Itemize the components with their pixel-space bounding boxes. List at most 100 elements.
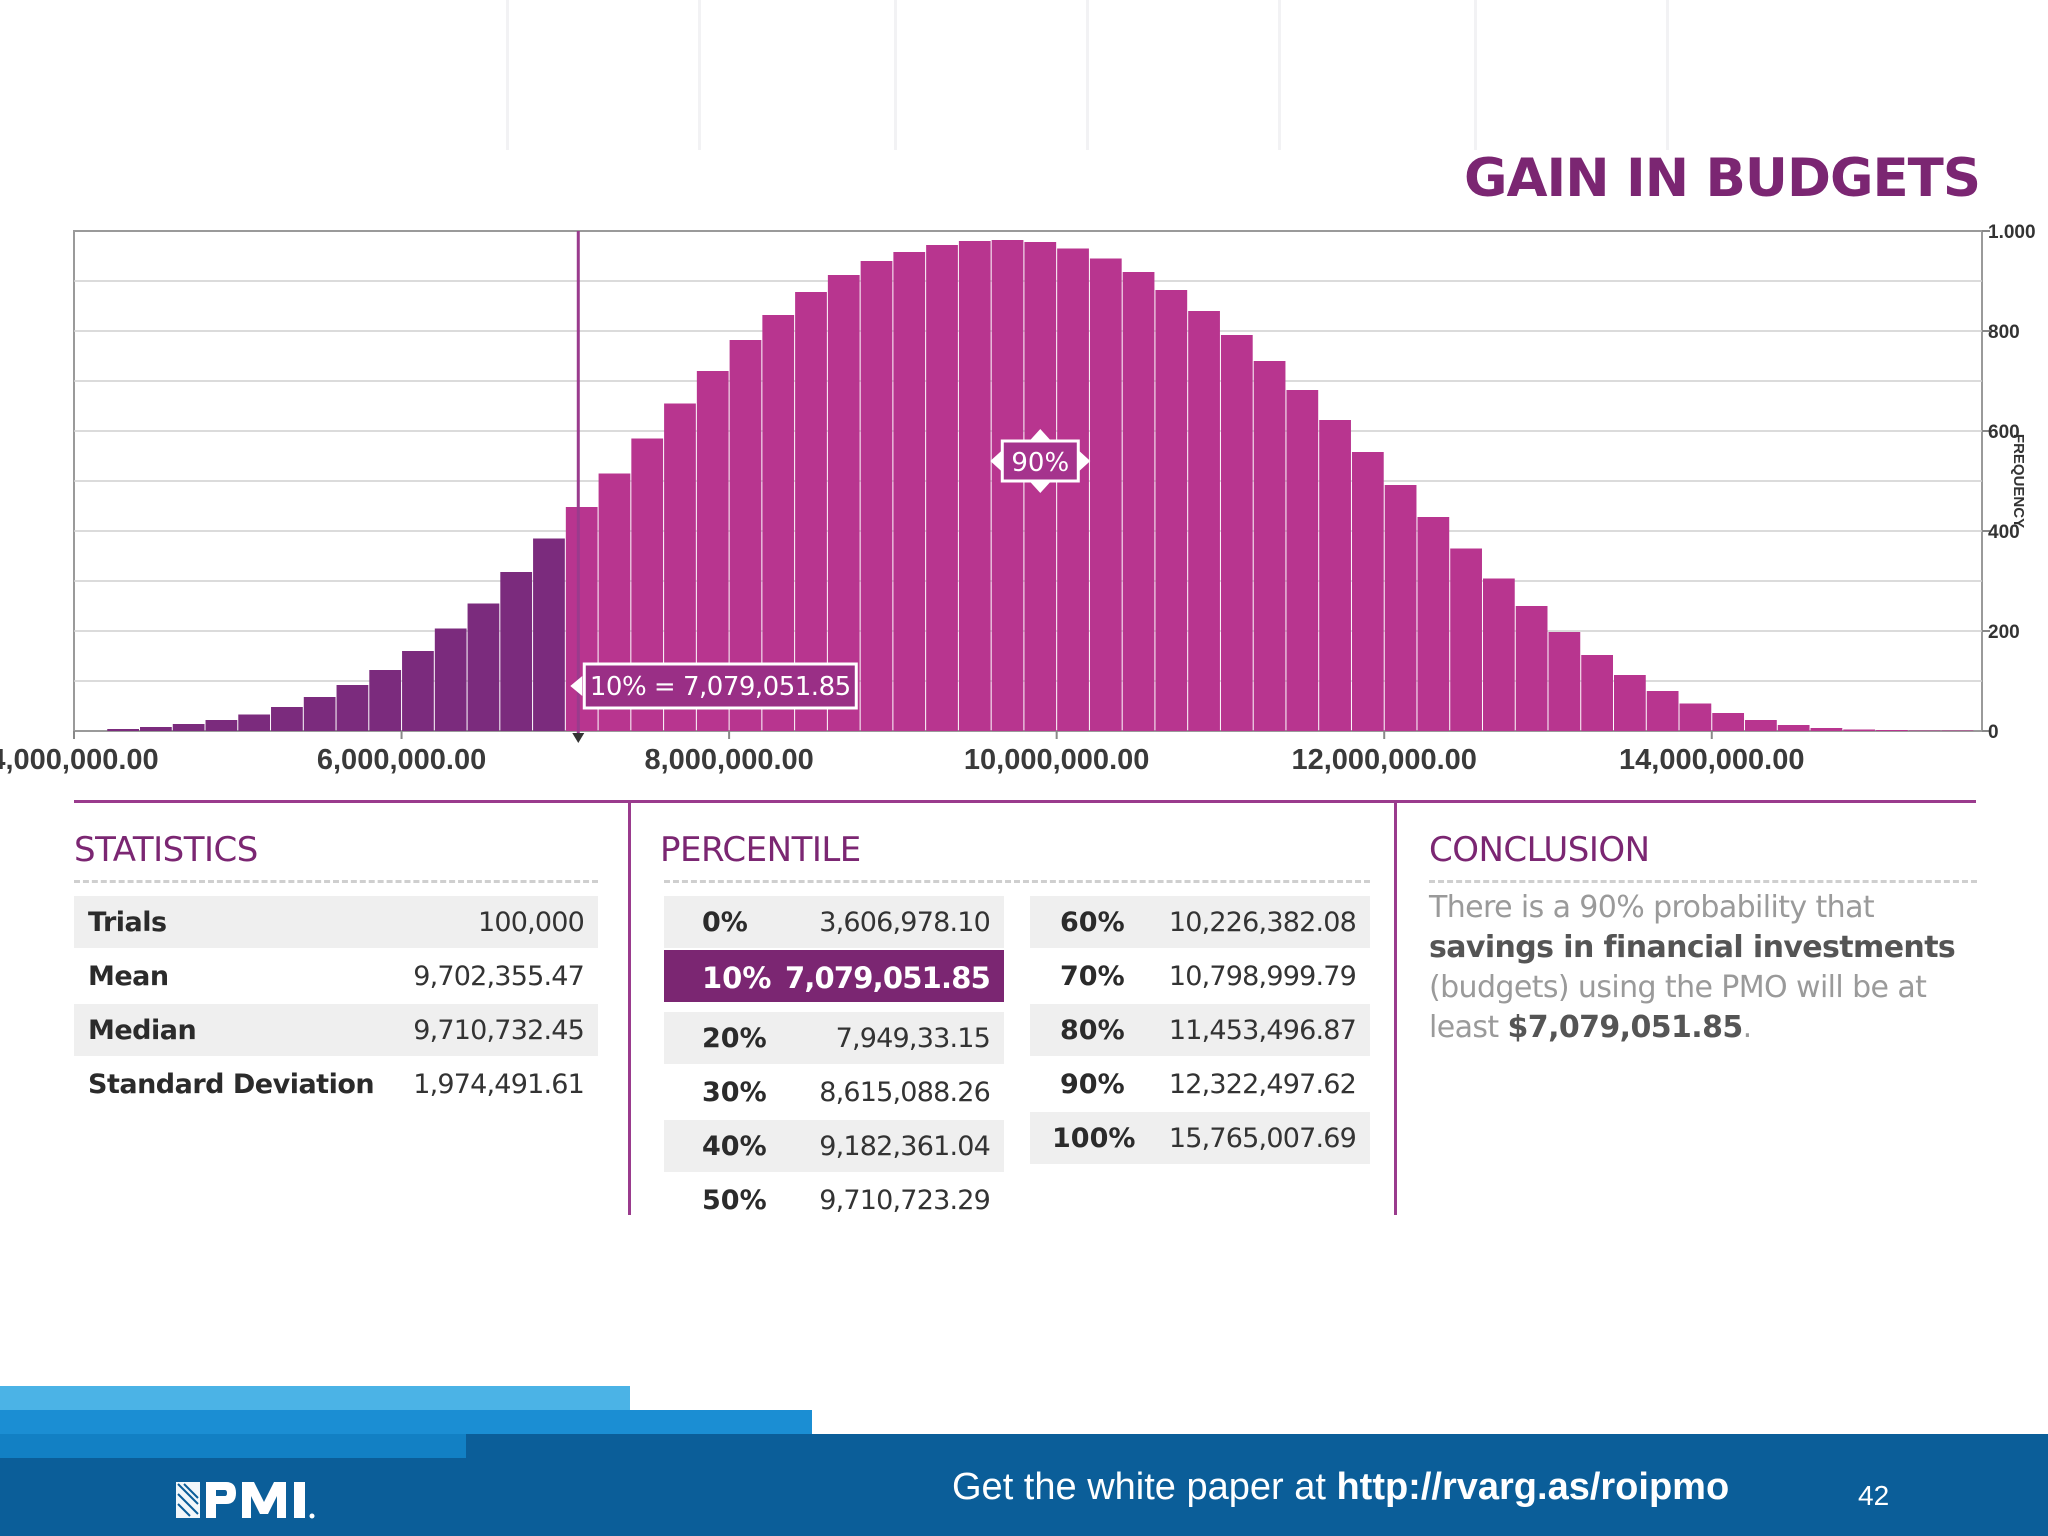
percent-annotation-label: 90%	[1011, 448, 1069, 478]
histogram-bar	[1220, 335, 1253, 731]
stat-label: Standard Deviation	[88, 1069, 375, 1100]
histogram-bar	[1188, 311, 1220, 731]
percentile-row: 90% 12,322,497.62	[1030, 1058, 1370, 1110]
conclusion-amount: $7,079,051.85	[1507, 1010, 1744, 1045]
histogram-bar	[402, 651, 434, 731]
y-tick-label: 200	[1988, 622, 2020, 643]
stat-value: 100,000	[477, 907, 585, 938]
white-paper-link[interactable]: http://rvarg.as/roipmo	[1336, 1466, 1730, 1508]
histogram-bar	[1384, 485, 1417, 731]
annotation-arrow-left	[990, 451, 1002, 471]
histogram-bar	[1876, 730, 1908, 731]
percentile-label: 10%	[702, 961, 772, 995]
percentile-value: 9,182,361.04	[819, 1131, 991, 1162]
background-grid-line	[1474, 0, 1477, 150]
annotation-arrow-right	[1079, 451, 1091, 471]
conclusion-text-part: (budgets) using the PMO will be at least	[1429, 970, 1927, 1045]
histogram-bar	[533, 538, 565, 731]
histogram-bar	[500, 572, 533, 731]
chart-title: GAIN IN BUDGETS	[1463, 148, 1981, 209]
percentile-label: 90%	[1060, 1069, 1125, 1100]
stat-row-trials: Trials 100,000	[74, 896, 598, 948]
stat-row-std-dev: Standard Deviation 1,974,491.61	[74, 1058, 598, 1110]
y-axis-label: FREQUENCY	[2010, 434, 2027, 528]
histogram-bar	[1548, 632, 1581, 731]
annotation-arrow-down	[1030, 482, 1051, 493]
percentile-row: 30% 8,615,088.26	[664, 1066, 1004, 1118]
footer-text-prefix: Get the white paper at	[952, 1466, 1337, 1508]
conclusion-text-part: .	[1742, 1010, 1753, 1045]
percent-annotation-box	[1000, 439, 1080, 483]
percentile-label: 60%	[1060, 907, 1125, 938]
percentile-value: 10,226,382.08	[1168, 907, 1357, 938]
percentile-row: 0% 3,606,978.10	[664, 896, 1004, 948]
pmi-logo	[176, 1482, 315, 1519]
histogram-bar	[958, 241, 991, 731]
percentile-label: 80%	[1060, 1015, 1125, 1046]
percentile-row: 40% 9,182,361.04	[664, 1120, 1004, 1172]
background-grid-line	[698, 0, 701, 150]
footer-stripe	[0, 1386, 630, 1410]
stat-row-mean: Mean 9,702,355.47	[74, 950, 598, 1002]
divider	[664, 880, 1370, 883]
percentile-value: 10,798,999.79	[1168, 961, 1357, 992]
statistics-title: STATISTICS	[74, 830, 258, 870]
percentile-value: 7,079,051.85	[784, 961, 991, 995]
percentile-label: 0%	[702, 907, 748, 938]
column-divider	[1394, 803, 1397, 1215]
background-grid-line	[1666, 0, 1669, 150]
histogram-bar	[1843, 729, 1876, 731]
percentile-label: 30%	[702, 1077, 767, 1108]
y-tick-label: 600	[1988, 422, 2020, 443]
percentile-label: 50%	[702, 1185, 767, 1216]
histogram-bar	[827, 275, 860, 731]
histogram-bar	[1777, 725, 1810, 731]
histogram-bar	[1482, 578, 1515, 731]
percentile-value: 8,615,088.26	[819, 1077, 991, 1108]
histogram-bar	[1319, 420, 1351, 731]
histogram-bar	[1286, 390, 1319, 731]
histogram-bar	[467, 603, 500, 731]
histogram-bar	[926, 245, 958, 731]
conclusion-text-part: There is a 90% probability that	[1429, 890, 1875, 925]
percentile-row: 80% 11,453,496.87	[1030, 1004, 1370, 1056]
divider	[74, 880, 598, 883]
histogram-bar	[1122, 272, 1155, 731]
histogram-bar	[893, 252, 926, 731]
percentile-value: 11,453,496.87	[1168, 1015, 1357, 1046]
histogram-bar	[303, 697, 336, 731]
column-divider	[628, 803, 631, 1215]
stat-row-median: Median 9,710,732.45	[74, 1004, 598, 1056]
conclusion-text: There is a 90% probability that savings …	[1429, 888, 1989, 1048]
histogram-bar	[271, 707, 303, 731]
histogram-bar	[369, 670, 402, 731]
threshold-label-box	[582, 662, 858, 710]
histogram-bar	[238, 714, 271, 731]
background-grid-line	[1278, 0, 1281, 150]
stat-value: 1,974,491.61	[413, 1069, 585, 1100]
background-grid-line	[894, 0, 897, 150]
histogram-bar	[1712, 713, 1745, 731]
percentile-row: 20% 7,949,33.15	[664, 1012, 1004, 1064]
percentile-label: 20%	[702, 1023, 767, 1054]
percentile-row: 60% 10,226,382.08	[1030, 896, 1370, 948]
histogram-bar	[795, 292, 827, 731]
percentile-label: 70%	[1060, 961, 1125, 992]
histogram-bar	[172, 724, 205, 731]
percentile-value: 15,765,007.69	[1168, 1123, 1357, 1154]
section-rule	[74, 800, 1976, 803]
histogram-bar	[107, 729, 140, 731]
histogram-bar	[1089, 258, 1122, 731]
histogram-bar	[762, 315, 795, 731]
percentile-label: 40%	[702, 1131, 767, 1162]
footer-stripe	[0, 1434, 466, 1458]
annotation-arrow-up	[1030, 429, 1051, 440]
histogram-bar	[860, 261, 893, 731]
percentile-value: 12,322,497.62	[1168, 1069, 1357, 1100]
page-number: 42	[1858, 1480, 1890, 1511]
histogram-bar	[1351, 452, 1384, 731]
threshold-label: 10% = 7,079,051.85	[590, 672, 851, 702]
histogram-bar	[1417, 517, 1450, 731]
histogram-bar	[1941, 730, 1974, 731]
histogram-bar	[1810, 728, 1843, 731]
